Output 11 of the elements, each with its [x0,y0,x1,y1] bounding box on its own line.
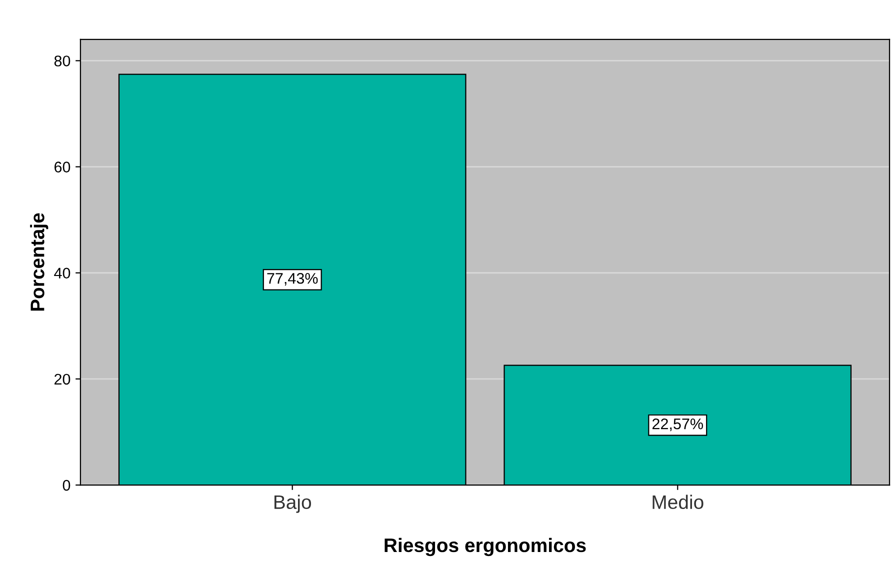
x-tick-label: Bajo [274,494,312,513]
y-tick-label: 20 [54,374,70,385]
y-tick-label: 0 [62,480,70,491]
y-tick-label: 60 [54,162,70,172]
y-tick-label: 40 [54,268,70,279]
y-tick-label: 80 [54,56,70,66]
x-axis-title: Riesgos ergonomicos [384,538,586,556]
data-label: 77,43% [267,272,318,286]
data-label: 22,57% [652,418,703,432]
y-axis-title: Porcentaje [30,213,48,311]
x-tick-label: Medio [652,494,704,510]
